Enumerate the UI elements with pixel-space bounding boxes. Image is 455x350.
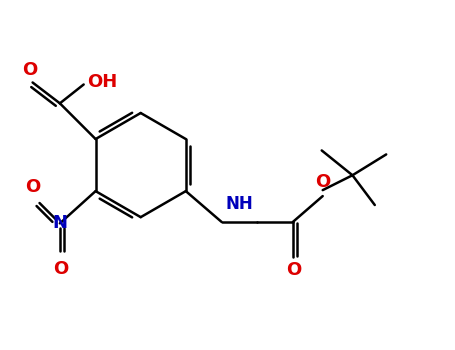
Text: NH: NH: [226, 195, 253, 213]
Text: OH: OH: [87, 74, 117, 91]
Text: O: O: [22, 61, 37, 79]
Text: O: O: [286, 260, 301, 279]
Text: O: O: [53, 260, 68, 278]
Text: O: O: [25, 178, 40, 196]
Text: N: N: [52, 214, 67, 232]
Text: O: O: [315, 173, 330, 191]
